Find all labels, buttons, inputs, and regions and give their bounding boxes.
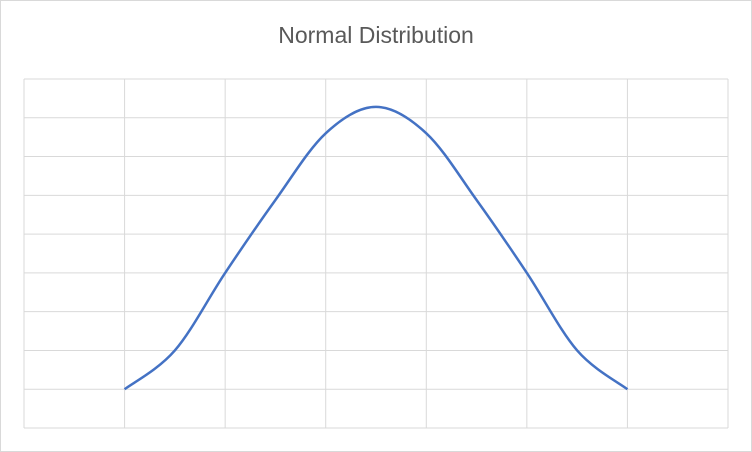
chart-title: Normal Distribution [278, 22, 474, 48]
data-line [123, 105, 629, 391]
